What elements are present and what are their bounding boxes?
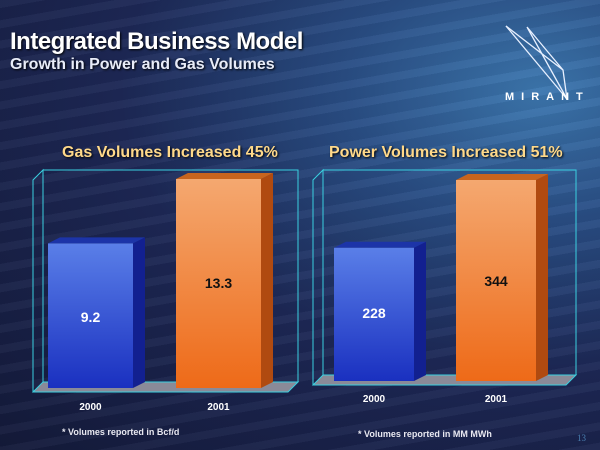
power-back-wall	[323, 169, 577, 375]
power-category-label-2001: 2001	[485, 394, 508, 405]
power-data-label-2001: 344	[484, 273, 508, 289]
power-category-label-2000: 2000	[363, 394, 386, 405]
page-subtitle: Growth in Power and Gas Volumes	[10, 56, 275, 73]
power-chart-title: Power Volumes Increased 51%	[329, 144, 563, 161]
gas-footnote: * Volumes reported in Bcf/d	[62, 427, 180, 437]
gas-bar-2001	[176, 179, 261, 388]
power-bar-top-2001	[456, 174, 548, 180]
page-title: Integrated Business Model	[10, 28, 303, 55]
gas-category-label-2001: 2001	[207, 402, 230, 413]
gas-left-wall	[32, 168, 44, 392]
power-bar-top-2000	[334, 241, 426, 248]
power-bar-2000	[334, 247, 414, 381]
power-bar-side-2000	[414, 241, 426, 381]
gas-back-wall	[43, 169, 299, 382]
gas-bar-side-2001	[261, 173, 273, 388]
gas-bar-top-2001	[176, 173, 273, 179]
gas-bar-2000	[48, 243, 133, 388]
page-number: 13	[577, 433, 586, 443]
power-data-label-2000: 228	[362, 305, 386, 321]
gas-bar-side-2000	[133, 237, 145, 388]
gas-category-label-2000: 2000	[79, 402, 102, 413]
mirant-logo-icon	[505, 25, 568, 100]
power-footnote: * Volumes reported in MM MWh	[358, 429, 492, 439]
logo-text: MIRANT	[505, 91, 590, 103]
gas-data-label-2000: 9.2	[81, 309, 101, 325]
power-bar-side-2001	[536, 174, 548, 381]
power-left-wall	[312, 168, 324, 385]
gas-data-label-2001: 13.3	[205, 275, 232, 291]
gas-bar-top-2000	[48, 237, 145, 244]
gas-chart-title: Gas Volumes Increased 45%	[62, 144, 278, 161]
power-bar-2001	[456, 180, 536, 381]
